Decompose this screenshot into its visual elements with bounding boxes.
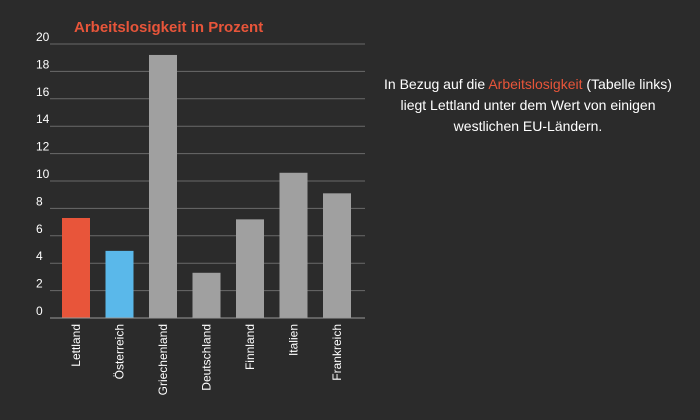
bar-lettland <box>62 217 90 318</box>
x-tick-label: Österreich <box>113 324 127 379</box>
x-tick-label: Frankreich <box>330 324 344 381</box>
y-tick-label: 8 <box>36 194 43 208</box>
x-tick-label: Deutschland <box>200 324 214 391</box>
x-axis-labels: Lettland Österreich Griechenland Deutschlan… <box>69 324 344 395</box>
bars <box>62 54 351 319</box>
y-tick-label: 20 <box>36 30 50 44</box>
x-tick-label: Griechenland <box>156 324 170 395</box>
y-tick-label: 10 <box>36 167 50 181</box>
y-tick-label: 18 <box>36 57 50 71</box>
bar-finnland <box>236 219 264 318</box>
y-tick-label: 16 <box>36 85 50 99</box>
x-tick-label: Finnland <box>243 324 257 370</box>
y-tick-label: 4 <box>36 249 43 263</box>
bar-österreich <box>105 250 134 318</box>
bar-deutschland <box>192 272 221 318</box>
info-text-before: In Bezug auf die <box>384 76 489 92</box>
x-tick-label: Lettland <box>69 324 83 367</box>
y-tick-label: 14 <box>36 112 50 126</box>
y-axis-ticks: 0 2 4 6 8 10 12 14 16 18 20 <box>36 30 50 318</box>
y-tick-label: 6 <box>36 222 43 236</box>
bar-frankreich <box>323 193 351 318</box>
bar-griechenland <box>149 54 177 319</box>
chart-title: Arbeitslosigkeit in Prozent <box>74 19 263 36</box>
x-tick-label: Italien <box>287 324 301 356</box>
gridlines <box>50 43 365 292</box>
y-tick-label: 2 <box>36 277 43 291</box>
info-text-highlight: Arbeitslosigkeit <box>488 76 583 92</box>
y-tick-label: 12 <box>36 140 50 154</box>
y-tick-label: 0 <box>36 304 43 318</box>
info-text: In Bezug auf die Arbeitslosigkeit (Tabel… <box>378 74 678 137</box>
info-text-after: (Tabelle links) liegt Lettland unter dem… <box>400 76 672 134</box>
bar-italien <box>279 172 308 318</box>
